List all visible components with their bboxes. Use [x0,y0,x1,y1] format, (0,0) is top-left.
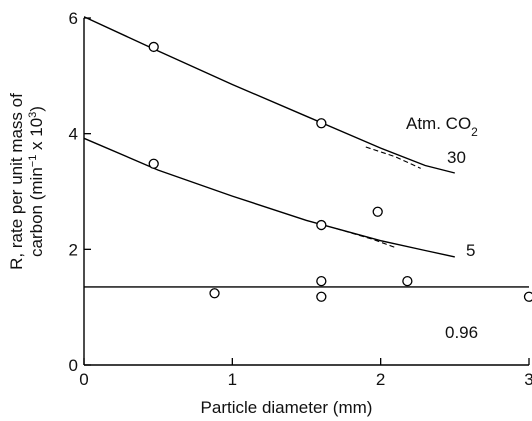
series-dashed-30 [365,146,421,169]
series-line-5 [83,137,455,258]
series-label-30: 30 [447,148,466,167]
data-point [523,291,532,302]
x-tick-label: 0 [79,370,88,389]
data-point [402,275,413,287]
y-tick-label: 4 [69,125,78,144]
data-point [316,291,327,302]
y-axis-title-line2: carbon (min−1 x 103) [27,106,46,257]
series-layer: 30 5 0.96 [83,16,532,342]
data-point [372,206,383,217]
y-tick-label: 0 [69,356,78,375]
data-point [316,118,327,129]
series-label-5: 5 [466,241,475,260]
data-point [316,275,327,287]
series-line-30 [83,16,455,174]
x-tick-label: 3 [524,370,532,389]
data-point [316,219,327,231]
series-label-0.96: 0.96 [445,323,478,342]
x-tick-label: 1 [228,370,237,389]
series-dashed-5 [336,227,396,249]
y-axis-title-line1: R, rate per unit mass of [7,93,26,270]
x-tick-label: 2 [376,370,385,389]
data-point [148,41,159,53]
y-axis-title: R, rate per unit mass of carbon (min−1 x… [7,93,46,270]
y-tick-label: 2 [69,240,78,259]
legend-title: Atm. CO2 [406,114,478,139]
data-point [209,288,220,299]
data-point [148,158,159,169]
x-axis-title: Particle diameter (mm) [201,398,373,417]
y-tick-label: 6 [69,9,78,28]
